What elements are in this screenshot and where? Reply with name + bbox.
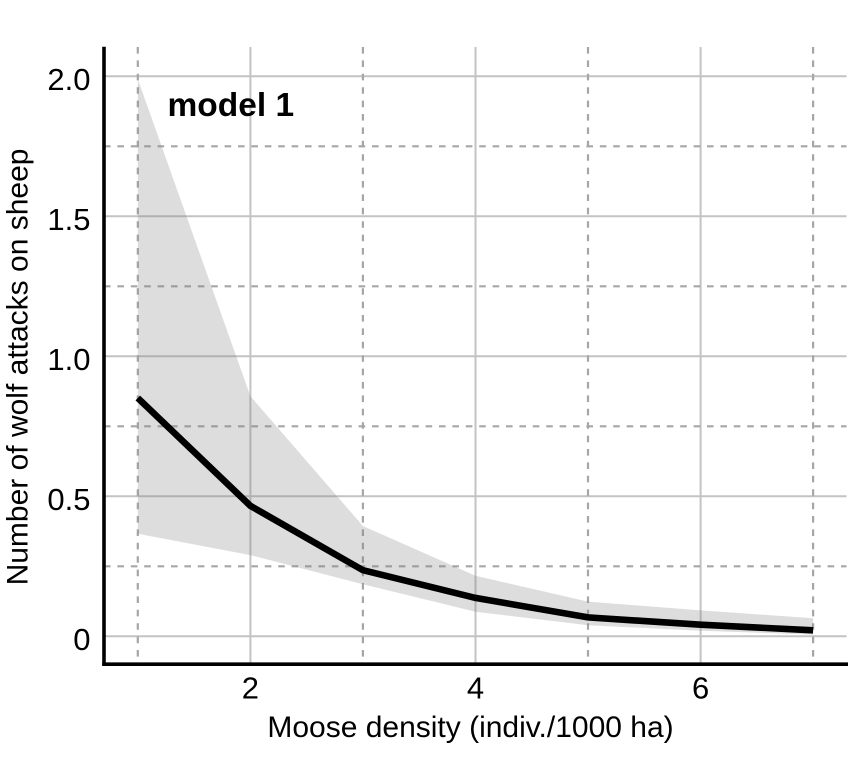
svg-text:2.0: 2.0 (47, 62, 90, 97)
svg-text:Moose density (indiv./1000 ha): Moose density (indiv./1000 ha) (267, 711, 673, 744)
svg-text:6: 6 (692, 671, 709, 706)
svg-text:0: 0 (73, 622, 90, 657)
svg-text:1.0: 1.0 (47, 342, 90, 377)
svg-text:model 1: model 1 (168, 87, 295, 124)
svg-text:4: 4 (467, 671, 484, 706)
svg-text:1.5: 1.5 (47, 202, 90, 237)
svg-text:Number of wolf attacks on shee: Number of wolf attacks on sheep (2, 149, 35, 586)
svg-text:2: 2 (242, 671, 259, 706)
svg-text:0.5: 0.5 (47, 482, 90, 517)
